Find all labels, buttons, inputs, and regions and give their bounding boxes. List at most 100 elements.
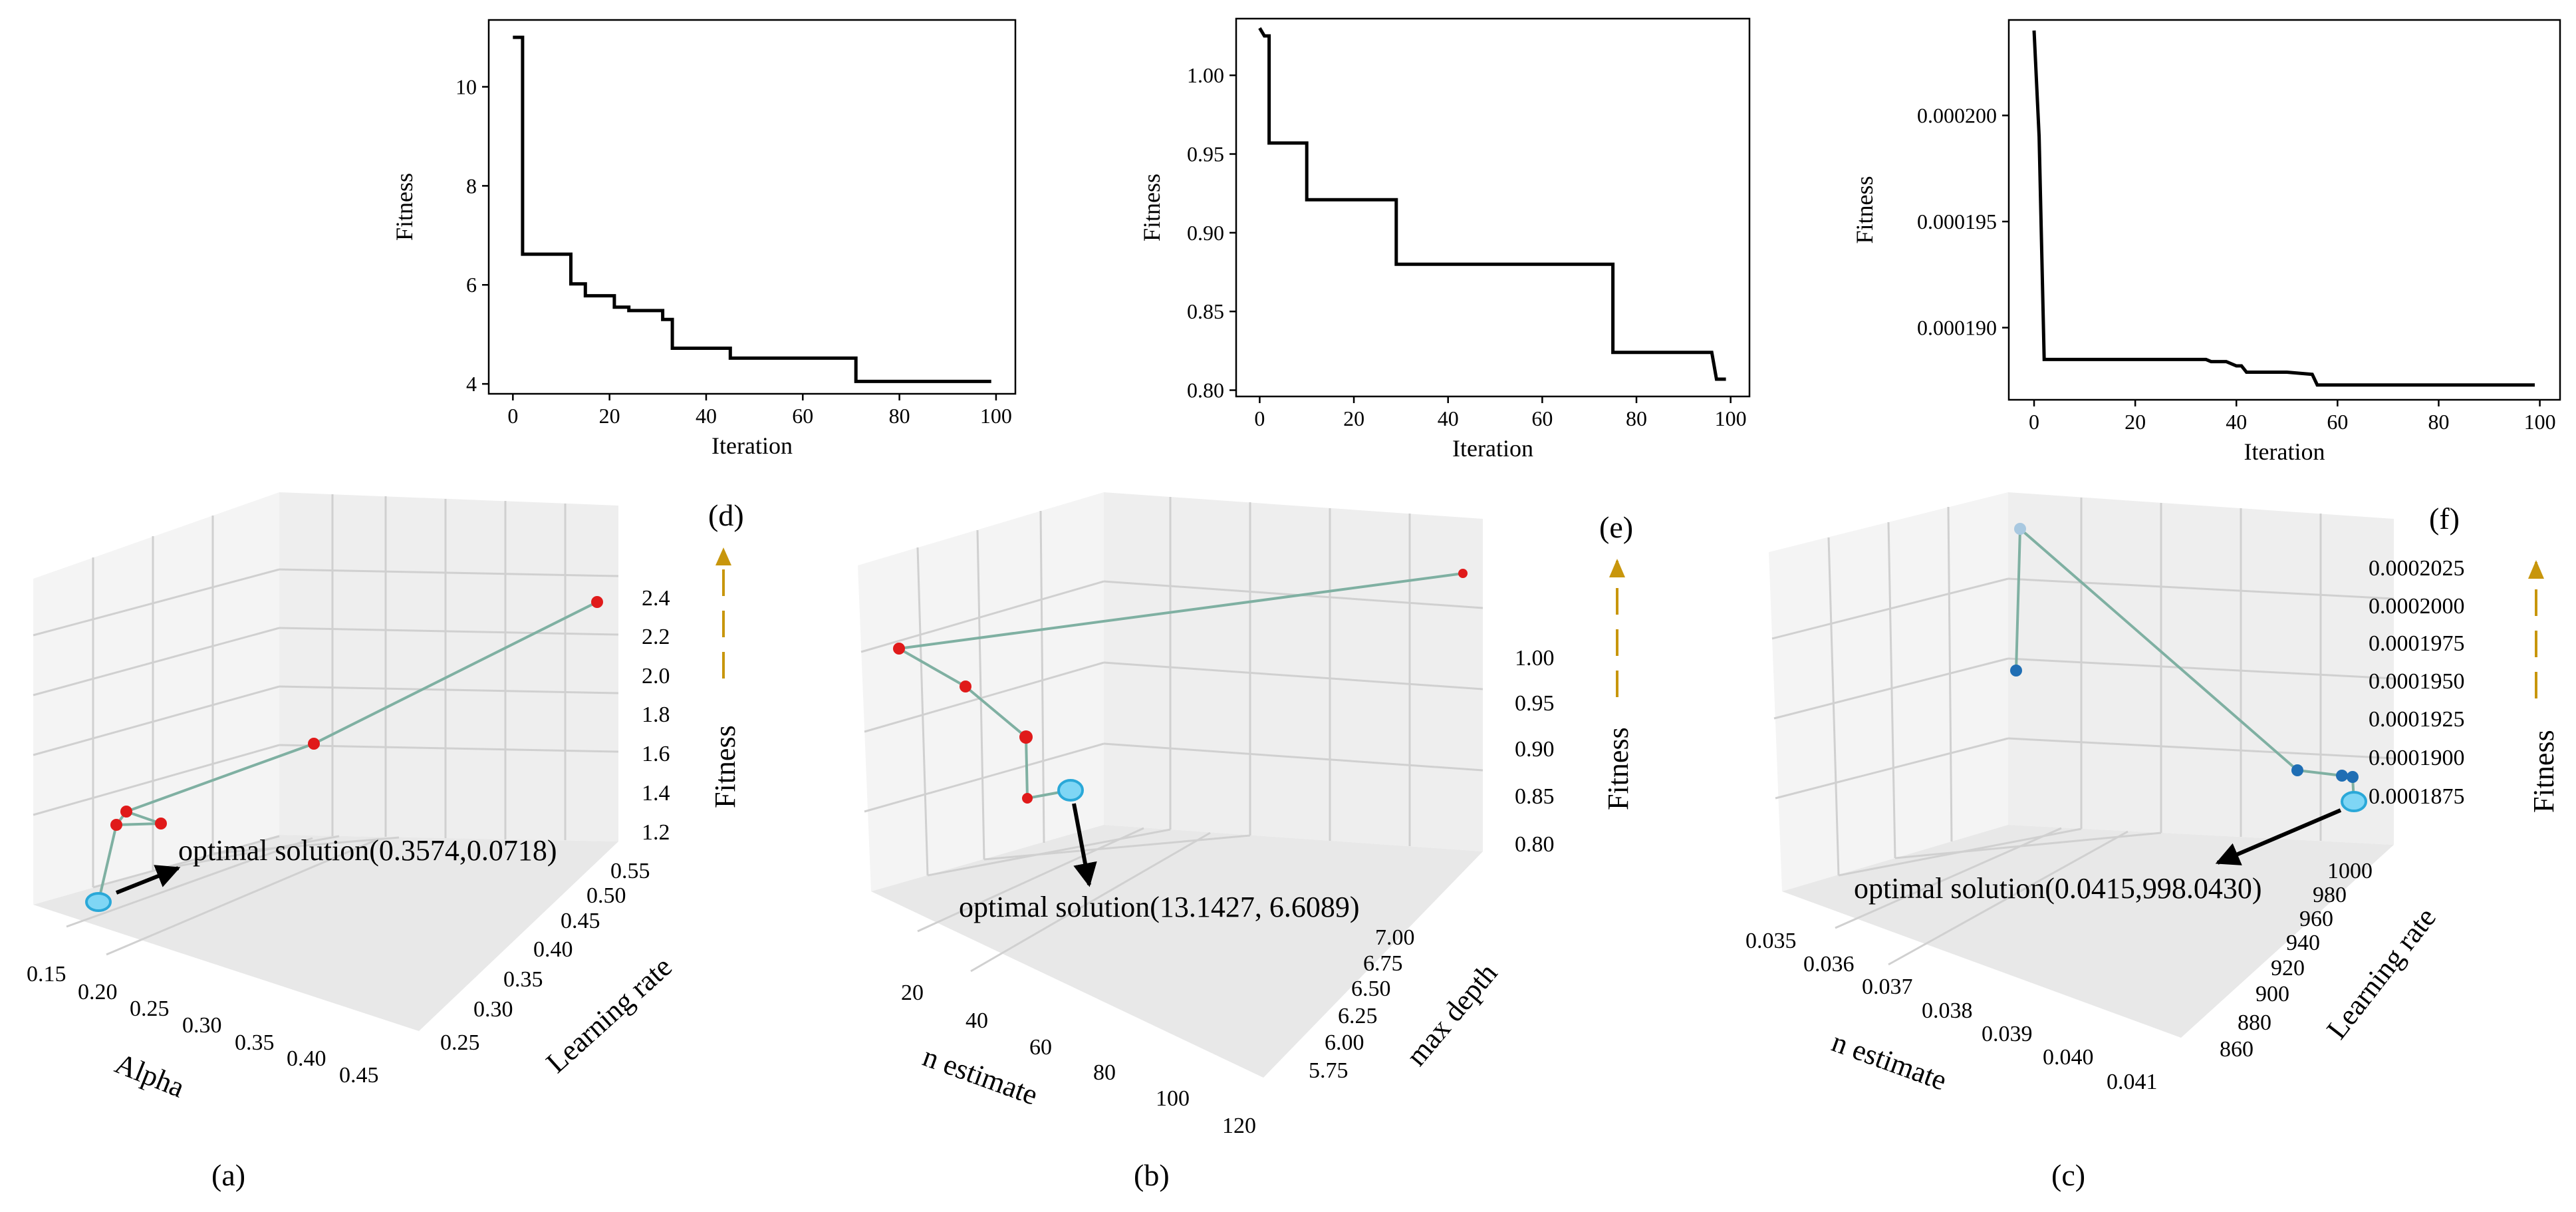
svg-text:0.80: 0.80 — [1515, 832, 1555, 857]
y-tick-label: 0.95 — [1187, 142, 1224, 166]
ylabel-c: Learning rate — [2320, 901, 2442, 1045]
plot3d-a: optimal solution(0.3574,0.0718) 0.15 0.20… — [27, 492, 744, 1192]
plot3d-a-yticks: 0.25 0.30 0.35 0.40 0.450.500.55 — [440, 859, 650, 1055]
svg-text:1000: 1000 — [2327, 859, 2373, 883]
svg-text:1.8: 1.8 — [642, 702, 670, 727]
svg-text:880: 880 — [2238, 1010, 2271, 1035]
svg-text:40: 40 — [966, 1008, 988, 1033]
xlabel-a: Alpha — [110, 1047, 189, 1104]
x-tick-label: 0 — [1254, 406, 1265, 430]
fitness-line — [513, 35, 991, 383]
caption-a: (a) — [211, 1158, 245, 1192]
svg-text:0.35: 0.35 — [235, 1030, 275, 1055]
fitness-chart-f: 0 20 40 60 80 100 0.000190 0.000195 0.000200 Iter… — [1851, 19, 2561, 465]
plot3d-b-xticks: 20 40 60 80 100 120 — [901, 981, 1256, 1138]
plot-frame — [1235, 17, 1751, 398]
svg-text:2.0: 2.0 — [642, 664, 670, 688]
x-tick-label: 20 — [1343, 406, 1364, 430]
svg-text:0.45: 0.45 — [561, 909, 600, 933]
zlabel-b: Fitness — [1602, 727, 1634, 810]
fitness-chart-e: 0 20 40 60 80 100 0.80 0.85 0.90 0.95 1.00 Iteratio… — [1138, 17, 1751, 462]
x-tick-label: 60 — [1531, 406, 1553, 430]
up-arrowhead-c — [2528, 560, 2544, 579]
x-axis-label: Iteration — [2244, 438, 2325, 465]
xlabel-c: n estimate — [1828, 1025, 1952, 1096]
svg-text:60: 60 — [1029, 1035, 1052, 1060]
up-arrowhead-a — [715, 547, 731, 565]
fitness-chart-d: 0 20 40 60 80 100 4 6 8 10 Iteration Fitness — [391, 19, 1017, 459]
svg-text:0.30: 0.30 — [182, 1013, 222, 1038]
y-tick-label: 0.000190 — [1917, 316, 1997, 340]
x-tick-label: 20 — [599, 404, 620, 428]
svg-text:0.0001875: 0.0001875 — [2369, 784, 2465, 809]
plot-frame — [487, 19, 1017, 395]
svg-text:2.4: 2.4 — [642, 586, 670, 611]
x-tick-label: 40 — [1438, 406, 1459, 430]
plot-frame — [2007, 19, 2561, 401]
plot3d-b: optimal solution(13.1427, 6.6089) 20 40 60… — [858, 492, 1634, 1192]
svg-text:0.40: 0.40 — [287, 1046, 326, 1071]
svg-text:0.039: 0.039 — [1982, 1022, 2033, 1046]
caption-c: (c) — [2051, 1158, 2085, 1192]
y-tick-label: 0.90 — [1187, 221, 1224, 245]
svg-text:1.00: 1.00 — [1515, 646, 1555, 671]
annotation-b: optimal solution(13.1427, 6.6089) — [959, 891, 1360, 923]
svg-text:0.041: 0.041 — [2107, 1070, 2158, 1094]
y-tick-label: 0.85 — [1187, 299, 1224, 323]
x-tick-label: 40 — [2226, 410, 2247, 434]
svg-text:0.45: 0.45 — [339, 1063, 379, 1088]
plot3d-c-points — [2010, 665, 2359, 783]
x-tick-label: 80 — [889, 404, 910, 428]
x-tick-label: 80 — [1626, 406, 1647, 430]
svg-text:0.90: 0.90 — [1515, 737, 1555, 762]
x-tick-label: 80 — [2428, 410, 2449, 434]
svg-text:0.40: 0.40 — [533, 937, 573, 962]
ylabel-b: max depth — [1400, 957, 1503, 1072]
svg-text:0.20: 0.20 — [78, 980, 118, 1004]
svg-text:80: 80 — [1093, 1060, 1116, 1085]
panel-letter-f: (f) — [2429, 502, 2460, 535]
x-tick-label: 100 — [980, 404, 1012, 428]
x-tick-label: 60 — [2327, 410, 2348, 434]
panel-letter-e: (e) — [1599, 510, 1633, 544]
svg-text:0.0002025: 0.0002025 — [2369, 556, 2465, 581]
ylabel-a: Learning rate — [540, 950, 678, 1079]
svg-text:980: 980 — [2313, 883, 2347, 907]
plot3d-a-zticks: 1.2 1.4 1.6 1.8 2.0 2.2 2.4 — [642, 586, 670, 845]
plot3d-b-points — [893, 569, 1468, 804]
svg-text:0.040: 0.040 — [2043, 1045, 2094, 1070]
svg-text:960: 960 — [2299, 907, 2333, 931]
x-axis-label: Iteration — [1452, 435, 1533, 462]
y-axis-label: Fitness — [391, 173, 418, 241]
svg-text:0.035: 0.035 — [1745, 929, 1797, 953]
x-tick-label: 40 — [696, 404, 717, 428]
plot3d-a-points — [110, 596, 603, 831]
y-tick-label: 1.00 — [1187, 63, 1224, 87]
svg-text:0.25: 0.25 — [130, 996, 170, 1021]
annotation-c: optimal solution(0.0415,998.0430) — [1854, 872, 2262, 905]
optimum-marker-b — [1057, 779, 1084, 802]
y-tick-label: 4 — [466, 372, 477, 396]
up-arrowhead-b — [1609, 559, 1625, 577]
optimum-marker-c — [2341, 791, 2367, 812]
x-tick-label: 0 — [507, 404, 518, 428]
zlabel-c: Fitness — [2527, 730, 2560, 813]
svg-text:0.038: 0.038 — [1922, 998, 1973, 1023]
svg-text:900: 900 — [2255, 982, 2289, 1006]
y-tick-label: 0.000195 — [1917, 210, 1997, 233]
x-tick-label: 100 — [2524, 410, 2556, 434]
y-axis-label: Fitness — [1851, 176, 1878, 243]
plot3d-a-xticks: 0.15 0.20 0.25 0.30 0.35 0.40 0.45 — [27, 962, 379, 1088]
fitness-line — [2032, 30, 2535, 387]
plot3d-c-zticks: 0.0001875 0.0001900 0.0001925 0.0001950 0.00… — [2369, 556, 2465, 809]
svg-text:100: 100 — [1156, 1086, 1190, 1111]
svg-text:0.85: 0.85 — [1515, 784, 1555, 809]
svg-text:0.0001950: 0.0001950 — [2369, 669, 2465, 694]
svg-text:6.50: 6.50 — [1351, 977, 1391, 1001]
x-tick-label: 100 — [1715, 406, 1747, 430]
y-tick-label: 8 — [466, 174, 477, 198]
svg-text:0.55: 0.55 — [610, 859, 650, 883]
svg-text:20: 20 — [901, 981, 924, 1005]
svg-text:7.00: 7.00 — [1375, 925, 1415, 950]
